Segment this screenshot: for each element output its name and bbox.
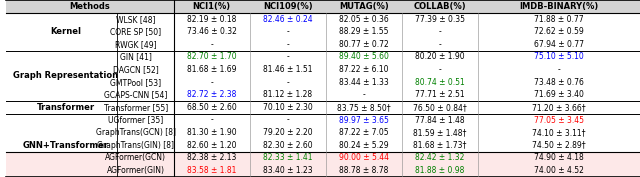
Text: 71.69 ± 3.40: 71.69 ± 3.40 — [534, 90, 584, 99]
Text: -: - — [287, 27, 289, 36]
Text: 79.20 ± 2.20: 79.20 ± 2.20 — [263, 128, 313, 137]
Text: -: - — [362, 90, 365, 99]
Text: -: - — [287, 40, 289, 49]
Text: 81.59 ± 1.48†: 81.59 ± 1.48† — [413, 128, 467, 137]
Text: 74.00 ± 4.52: 74.00 ± 4.52 — [534, 166, 584, 175]
Text: 77.71 ± 2.51: 77.71 ± 2.51 — [415, 90, 465, 99]
Text: -: - — [438, 27, 442, 36]
Text: 74.50 ± 2.89†: 74.50 ± 2.89† — [532, 141, 586, 150]
Text: Methods: Methods — [69, 2, 110, 11]
Text: MUTAG(%): MUTAG(%) — [339, 2, 389, 11]
Text: Graph Representation: Graph Representation — [13, 71, 118, 80]
Text: 89.40 ± 5.60: 89.40 ± 5.60 — [339, 53, 389, 61]
Text: GraphTrans(GCN) [8]: GraphTrans(GCN) [8] — [96, 128, 176, 137]
Text: 80.77 ± 0.72: 80.77 ± 0.72 — [339, 40, 389, 49]
Text: 81.30 ± 1.90: 81.30 ± 1.90 — [187, 128, 237, 137]
Text: 67.94 ± 0.77: 67.94 ± 0.77 — [534, 40, 584, 49]
Text: COLLAB(%): COLLAB(%) — [413, 2, 467, 11]
Text: 81.46 ± 1.51: 81.46 ± 1.51 — [263, 65, 312, 74]
Text: DAGCN [52]: DAGCN [52] — [113, 65, 159, 74]
Text: -: - — [287, 53, 289, 61]
Text: GNN+Transformer: GNN+Transformer — [23, 141, 109, 150]
Text: AGFormer(GCN): AGFormer(GCN) — [105, 153, 166, 162]
Text: 90.00 ± 5.44: 90.00 ± 5.44 — [339, 153, 389, 162]
Text: 89.97 ± 3.65: 89.97 ± 3.65 — [339, 116, 389, 124]
Text: GMTPool [53]: GMTPool [53] — [110, 78, 161, 87]
Text: 82.30 ± 2.60: 82.30 ± 2.60 — [263, 141, 313, 150]
Text: AGFormer(GIN): AGFormer(GIN) — [107, 166, 164, 175]
Text: -: - — [287, 116, 289, 124]
Text: 82.42 ± 1.32: 82.42 ± 1.32 — [415, 153, 465, 162]
Text: CORE SP [50]: CORE SP [50] — [110, 27, 161, 36]
Text: -: - — [211, 116, 213, 124]
Bar — [6, 0, 640, 13]
Text: 87.22 ± 7.05: 87.22 ± 7.05 — [339, 128, 388, 137]
Text: RWGK [49]: RWGK [49] — [115, 40, 157, 49]
Text: 80.24 ± 5.29: 80.24 ± 5.29 — [339, 141, 388, 150]
Text: 82.46 ± 0.24: 82.46 ± 0.24 — [263, 15, 313, 24]
Text: 71.88 ± 0.77: 71.88 ± 0.77 — [534, 15, 584, 24]
Text: 82.19 ± 0.18: 82.19 ± 0.18 — [187, 15, 236, 24]
Text: 82.33 ± 1.41: 82.33 ± 1.41 — [263, 153, 312, 162]
Bar — [6, 164, 640, 177]
Text: 71.20 ± 3.66†: 71.20 ± 3.66† — [532, 103, 586, 112]
Text: 76.50 ± 0.84†: 76.50 ± 0.84† — [413, 103, 467, 112]
Text: 75.10 ± 5.10: 75.10 ± 5.10 — [534, 53, 584, 61]
Text: 73.48 ± 0.76: 73.48 ± 0.76 — [534, 78, 584, 87]
Text: 82.38 ± 2.13: 82.38 ± 2.13 — [187, 153, 236, 162]
Text: 82.05 ± 0.36: 82.05 ± 0.36 — [339, 15, 389, 24]
Text: NCI1(%): NCI1(%) — [193, 2, 231, 11]
Text: 80.20 ± 1.90: 80.20 ± 1.90 — [415, 53, 465, 61]
Text: 72.62 ± 0.59: 72.62 ± 0.59 — [534, 27, 584, 36]
Text: 88.78 ± 8.78: 88.78 ± 8.78 — [339, 166, 388, 175]
Text: Transformer: Transformer — [37, 103, 95, 112]
Text: 83.75 ± 8.50†: 83.75 ± 8.50† — [337, 103, 391, 112]
Text: GCAPS-CNN [54]: GCAPS-CNN [54] — [104, 90, 168, 99]
Text: 81.68 ± 1.73†: 81.68 ± 1.73† — [413, 141, 467, 150]
Text: 74.90 ± 4.18: 74.90 ± 4.18 — [534, 153, 584, 162]
Text: -: - — [438, 40, 442, 49]
Text: 73.46 ± 0.32: 73.46 ± 0.32 — [187, 27, 237, 36]
Text: UGformer [35]: UGformer [35] — [108, 116, 163, 124]
Text: 87.22 ± 6.10: 87.22 ± 6.10 — [339, 65, 388, 74]
Text: IMDB-BINARY(%): IMDB-BINARY(%) — [519, 2, 598, 11]
Text: 83.44 ± 1.33: 83.44 ± 1.33 — [339, 78, 389, 87]
Text: 80.74 ± 0.51: 80.74 ± 0.51 — [415, 78, 465, 87]
Text: 81.68 ± 1.69: 81.68 ± 1.69 — [187, 65, 237, 74]
Text: 70.10 ± 2.30: 70.10 ± 2.30 — [263, 103, 313, 112]
Text: Kernel: Kernel — [51, 27, 81, 36]
Text: 68.50 ± 2.60: 68.50 ± 2.60 — [187, 103, 237, 112]
Text: 74.10 ± 3.11†: 74.10 ± 3.11† — [532, 128, 586, 137]
Text: 82.60 ± 1.20: 82.60 ± 1.20 — [187, 141, 237, 150]
Text: -: - — [287, 78, 289, 87]
Text: Transformer [55]: Transformer [55] — [104, 103, 168, 112]
Text: 82.70 ± 1.70: 82.70 ± 1.70 — [187, 53, 237, 61]
Text: 82.72 ± 2.38: 82.72 ± 2.38 — [187, 90, 236, 99]
Text: 83.58 ± 1.81: 83.58 ± 1.81 — [187, 166, 236, 175]
Text: 81.12 ± 1.28: 81.12 ± 1.28 — [263, 90, 312, 99]
Text: -: - — [557, 65, 560, 74]
Text: 77.84 ± 1.48: 77.84 ± 1.48 — [415, 116, 465, 124]
Text: WLSK [48]: WLSK [48] — [116, 15, 156, 24]
Text: NCI109(%): NCI109(%) — [263, 2, 313, 11]
Text: -: - — [211, 40, 213, 49]
Text: 77.39 ± 0.35: 77.39 ± 0.35 — [415, 15, 465, 24]
Text: -: - — [211, 78, 213, 87]
Text: GraphTrans(GIN) [8]: GraphTrans(GIN) [8] — [97, 141, 174, 150]
Text: 88.29 ± 1.55: 88.29 ± 1.55 — [339, 27, 388, 36]
Text: 83.40 ± 1.23: 83.40 ± 1.23 — [263, 166, 313, 175]
Text: GIN [41]: GIN [41] — [120, 53, 152, 61]
Bar — [6, 152, 640, 164]
Text: 77.05 ± 3.45: 77.05 ± 3.45 — [534, 116, 584, 124]
Text: 81.88 ± 0.98: 81.88 ± 0.98 — [415, 166, 465, 175]
Text: -: - — [438, 65, 442, 74]
